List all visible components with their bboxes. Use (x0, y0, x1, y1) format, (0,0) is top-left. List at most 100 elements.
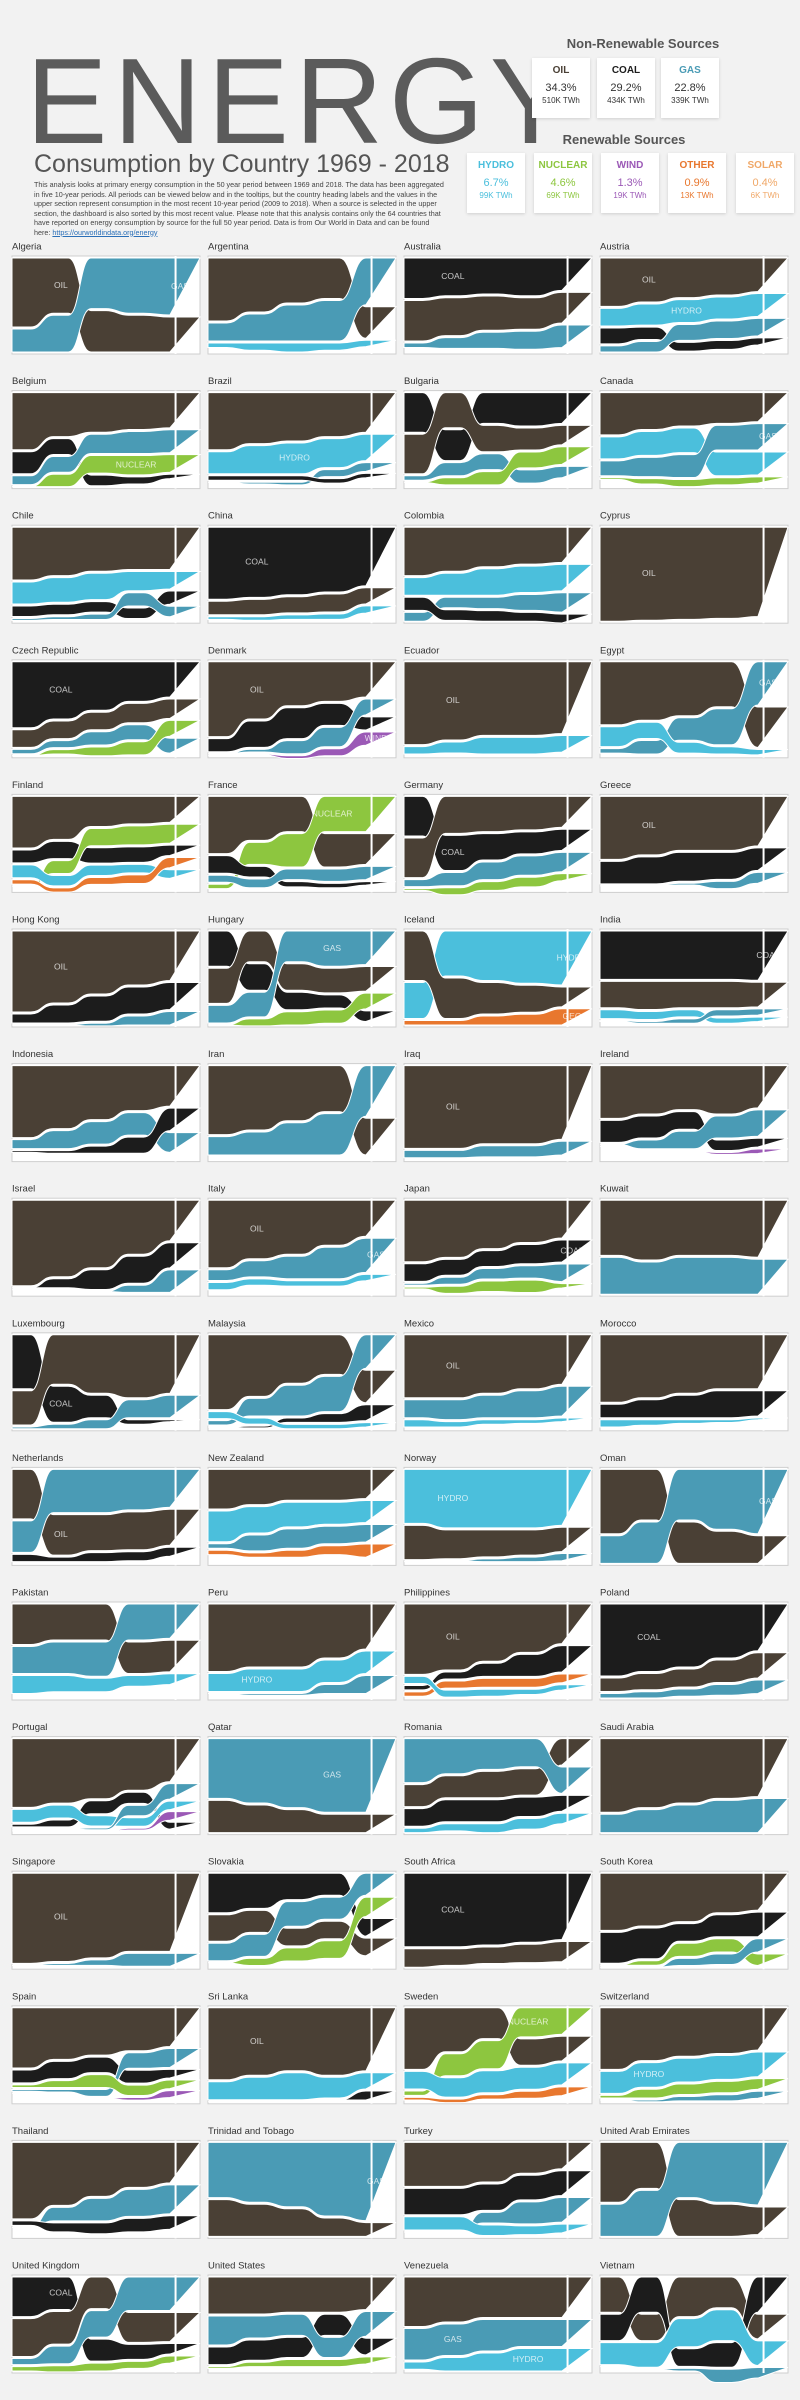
country-label: Chile (12, 511, 34, 522)
band-label: HYDRO (513, 2354, 544, 2364)
country-label: South Africa (404, 1857, 456, 1868)
country-label: New Zealand (208, 1453, 264, 1464)
source-card[interactable]: OTHER 0.9% 13K TWh (668, 153, 726, 213)
energy-band (599, 1652, 790, 1692)
energy-band (207, 2141, 397, 2222)
country-label: Colombia (404, 511, 445, 522)
country-label: South Korea (600, 1857, 654, 1868)
country-label: Spain (12, 1991, 36, 2002)
energy-band (403, 596, 593, 624)
source-card[interactable]: NUCLEAR 4.6% 69K TWh (534, 153, 592, 213)
source-share: 29.2% (610, 82, 642, 94)
energy-band (599, 1738, 789, 1813)
country-label: Norway (404, 1453, 436, 1464)
country-label: Oman (600, 1453, 626, 1464)
energy-band (600, 1938, 789, 1968)
energy-band (599, 1065, 789, 1119)
source-card[interactable]: SOLAR 0.4% 6K TWh (736, 153, 794, 213)
energy-band (599, 292, 790, 327)
energy-band (11, 1872, 201, 1964)
energy-band (11, 1334, 201, 1426)
country-label: Australia (404, 242, 442, 253)
source-card[interactable]: WIND 1.3% 19K TWh (601, 153, 659, 213)
band-label: COAL (49, 2288, 72, 2298)
band-label: GAS (323, 1770, 341, 1780)
country-label: Indonesia (12, 1049, 54, 1060)
energy-band (599, 980, 790, 1011)
country-label: Portugal (12, 1722, 47, 1733)
source-card[interactable]: OIL 34.3% 510K TWh (532, 58, 590, 118)
country-label: Iceland (404, 915, 435, 926)
energy-band (599, 1417, 789, 1428)
country-label: Argentina (208, 242, 249, 253)
energy-band (207, 1603, 397, 1672)
source-amount: 13K TWh (680, 191, 714, 200)
energy-band (207, 865, 397, 889)
source-amount: 99K TWh (479, 191, 513, 200)
band-label: OIL (642, 820, 656, 830)
country-label: Japan (404, 1184, 430, 1195)
energy-band (403, 453, 593, 484)
source-card[interactable]: HYDRO 6.7% 99K TWh (467, 153, 525, 213)
energy-band (11, 1603, 202, 1677)
energy-band (208, 992, 397, 1027)
energy-band (403, 1673, 593, 1697)
source-name: HYDRO (477, 160, 515, 171)
country-label: Vietnam (600, 2261, 635, 2272)
country-label: Turkey (404, 2126, 433, 2137)
energy-band (403, 2086, 593, 2104)
energy-band (403, 1645, 594, 1691)
energy-band (600, 2366, 789, 2383)
country-label: Netherlands (12, 1453, 63, 1464)
source-share: 0.9% (684, 177, 710, 189)
energy-band (403, 2170, 594, 2216)
country-label: Singapore (12, 1857, 55, 1868)
energy-band (403, 1385, 594, 1421)
energy-band (599, 1334, 789, 1403)
energy-band (11, 2276, 202, 2357)
energy-band (403, 1524, 594, 1561)
country-label: Ecuador (404, 645, 439, 656)
energy-band (403, 291, 594, 342)
energy-band (11, 795, 202, 849)
band-label: GAS (367, 1250, 385, 1260)
source-name: COAL (611, 65, 641, 76)
energy-band (599, 1390, 790, 1419)
energy-band (207, 1872, 398, 1937)
energy-band (207, 1543, 397, 1558)
source-share: 0.4% (752, 177, 778, 189)
energy-band (207, 2276, 398, 2315)
source-amount: 510K TWh (542, 96, 580, 105)
energy-band (11, 698, 202, 748)
source-share: 4.6% (550, 177, 576, 189)
energy-band (207, 661, 398, 738)
band-label: COAL (245, 557, 268, 567)
source-card[interactable]: COAL 29.2% 434K TWh (597, 58, 655, 118)
energy-band (207, 1199, 398, 1269)
country-label: Belgium (12, 376, 46, 387)
band-label: HYDRO (279, 453, 310, 463)
band-label: GAS (759, 678, 777, 688)
energy-band (207, 2311, 398, 2359)
country-label: Czech Republic (12, 645, 79, 656)
source-name: SOLAR (747, 160, 783, 171)
energy-band (12, 1242, 202, 1290)
country-label: France (208, 780, 238, 791)
band-label: GAS (759, 431, 777, 441)
page-subtitle: Consumption by Country 1969 - 2018 (34, 150, 450, 178)
energy-band (599, 1679, 789, 1699)
source-card[interactable]: GAS 22.8% 339K TWh (661, 58, 719, 118)
band-label: GAS (171, 281, 189, 291)
country-label: Saudi Arabia (600, 1722, 655, 1733)
energy-band (11, 2141, 201, 2220)
energy-band (403, 592, 594, 622)
source-name: WIND (616, 160, 644, 171)
country-label: Algeria (12, 242, 42, 253)
source-link[interactable]: https://ourworldindata.org/energy (52, 227, 158, 237)
country-label: Malaysia (208, 1318, 246, 1329)
energy-band (403, 2062, 594, 2098)
energy-band (403, 1675, 593, 1698)
band-label: HYDRO (557, 952, 588, 962)
country-label: Poland (600, 1588, 630, 1599)
